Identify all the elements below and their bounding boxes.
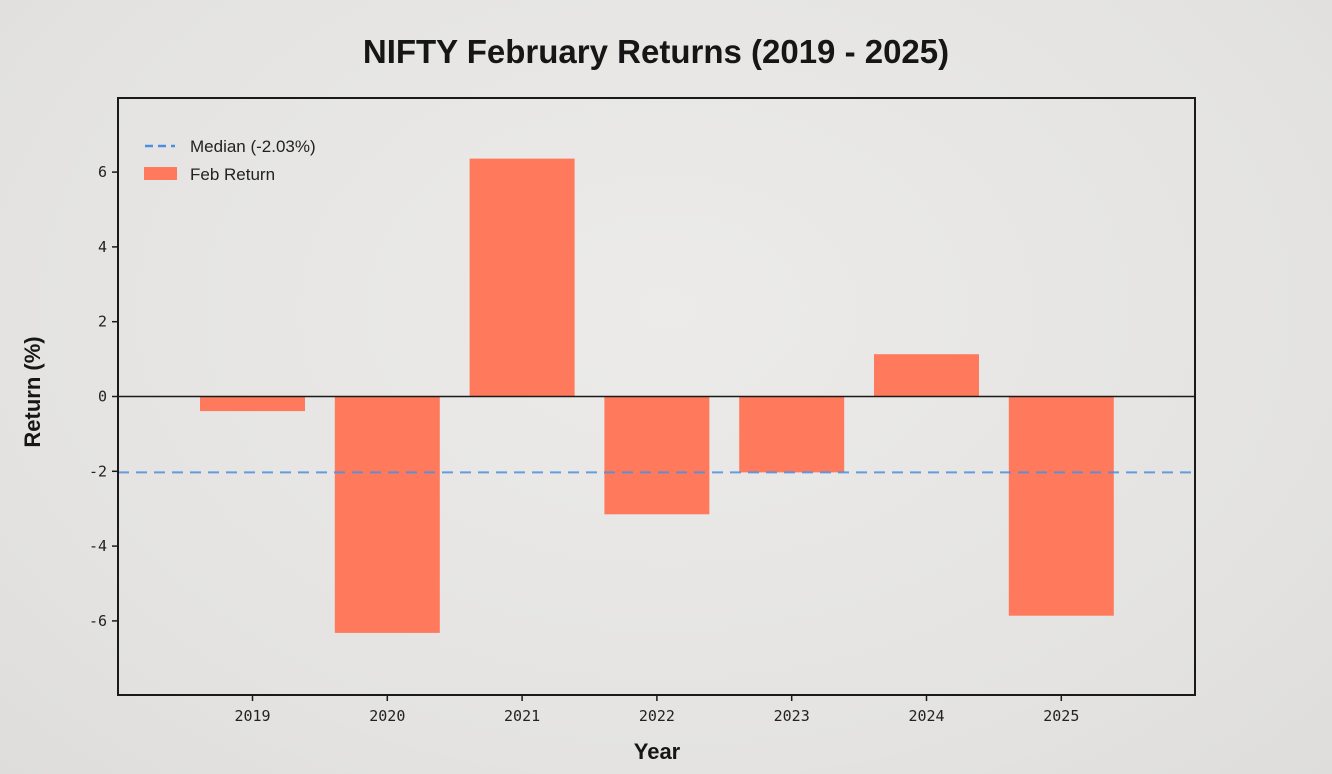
- legend: Median (-2.03%) Feb Return: [144, 137, 316, 184]
- y-axis: -6 -4 -2 0 2 4 6: [89, 163, 118, 630]
- bar-2024: [874, 354, 979, 397]
- y-tick-label: 0: [98, 388, 107, 406]
- bar-2021: [469, 158, 575, 397]
- x-axis: 2019 2020 2021 2022 2023 2024 2025: [234, 695, 1079, 725]
- legend-median-label: Median (-2.03%): [190, 137, 316, 156]
- x-tick-label-2025: 2025: [1043, 707, 1079, 725]
- x-tick-label-2023: 2023: [774, 707, 810, 725]
- x-tick-label-2020: 2020: [369, 707, 405, 725]
- bar-2020: [334, 396, 440, 633]
- chart-title: NIFTY February Returns (2019 - 2025): [363, 33, 949, 70]
- legend-bar-label: Feb Return: [190, 165, 275, 184]
- bar-2022: [604, 396, 710, 515]
- bars-layer: [200, 158, 1114, 633]
- x-tick-label-2021: 2021: [504, 707, 540, 725]
- y-tick-label: 6: [98, 163, 107, 181]
- y-tick-label: 4: [98, 238, 107, 256]
- x-tick-label-2022: 2022: [639, 707, 675, 725]
- x-axis-label: Year: [634, 739, 681, 764]
- bar-2025: [1008, 396, 1114, 616]
- y-tick-label: -2: [89, 462, 107, 480]
- y-tick-label: -4: [89, 537, 107, 555]
- x-tick-label-2019: 2019: [234, 707, 270, 725]
- y-axis-label: Return (%): [20, 336, 45, 447]
- x-tick-label-2024: 2024: [908, 707, 944, 725]
- bar-2019: [200, 396, 305, 412]
- y-tick-label: 2: [98, 313, 107, 331]
- bar-2023: [739, 396, 845, 473]
- y-tick-label: -6: [89, 612, 107, 630]
- legend-bar-swatch: [144, 167, 177, 180]
